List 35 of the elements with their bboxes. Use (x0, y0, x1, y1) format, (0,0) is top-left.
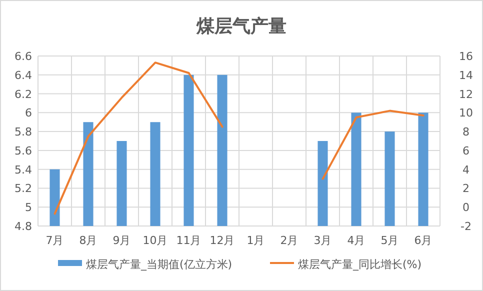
y-tick-label: 5 (25, 201, 32, 214)
y2-tick-label: 0 (462, 201, 470, 214)
x-tick-label: 6月 (414, 234, 432, 247)
legend-label: 煤层气产量_当期值(亿立方米) (86, 258, 232, 271)
x-tick-label: 12月 (210, 234, 235, 247)
x-tick-label: 8月 (79, 234, 98, 247)
y-tick-label: 4.8 (14, 220, 32, 233)
x-tick-label: 10月 (142, 234, 168, 247)
chart-title: 煤层气产量 (196, 16, 286, 37)
x-tick-label: 5月 (380, 234, 399, 247)
y2-tick-label: -2 (460, 220, 472, 233)
y-tick-label: 6.2 (14, 88, 32, 101)
x-tick-label: 11月 (176, 234, 202, 247)
y-tick-label: 5.8 (14, 126, 32, 139)
x-tick-label: 3月 (314, 234, 332, 247)
y2-tick-label: 6 (462, 144, 470, 158)
y2-tick-label: 4 (462, 163, 470, 176)
x-tick-label: 7月 (46, 234, 64, 247)
y-tick-label: 5.4 (14, 163, 32, 176)
y-tick-label: 6.4 (14, 68, 32, 82)
legend-label: 煤层气产量_同比增长(%) (298, 258, 422, 271)
y2-tick-label: 10 (459, 106, 473, 120)
y2-tick-label: 14 (459, 68, 473, 82)
y-tick-label: 6.6 (14, 50, 32, 63)
y-tick-label: 6 (25, 106, 32, 120)
x-tick-label: 9月 (112, 234, 131, 247)
y2-tick-label: 16 (459, 50, 473, 63)
x-tick-label: 2月 (280, 234, 298, 247)
y2-tick-label: 2 (462, 182, 470, 196)
y2-tick-label: 12 (459, 88, 473, 101)
x-tick-label: 1月 (246, 234, 265, 247)
x-tick-label: 4月 (347, 234, 366, 247)
y2-tick-label: 8 (462, 126, 470, 139)
y-tick-label: 5.6 (14, 144, 32, 158)
y-tick-label: 5.2 (14, 182, 32, 196)
